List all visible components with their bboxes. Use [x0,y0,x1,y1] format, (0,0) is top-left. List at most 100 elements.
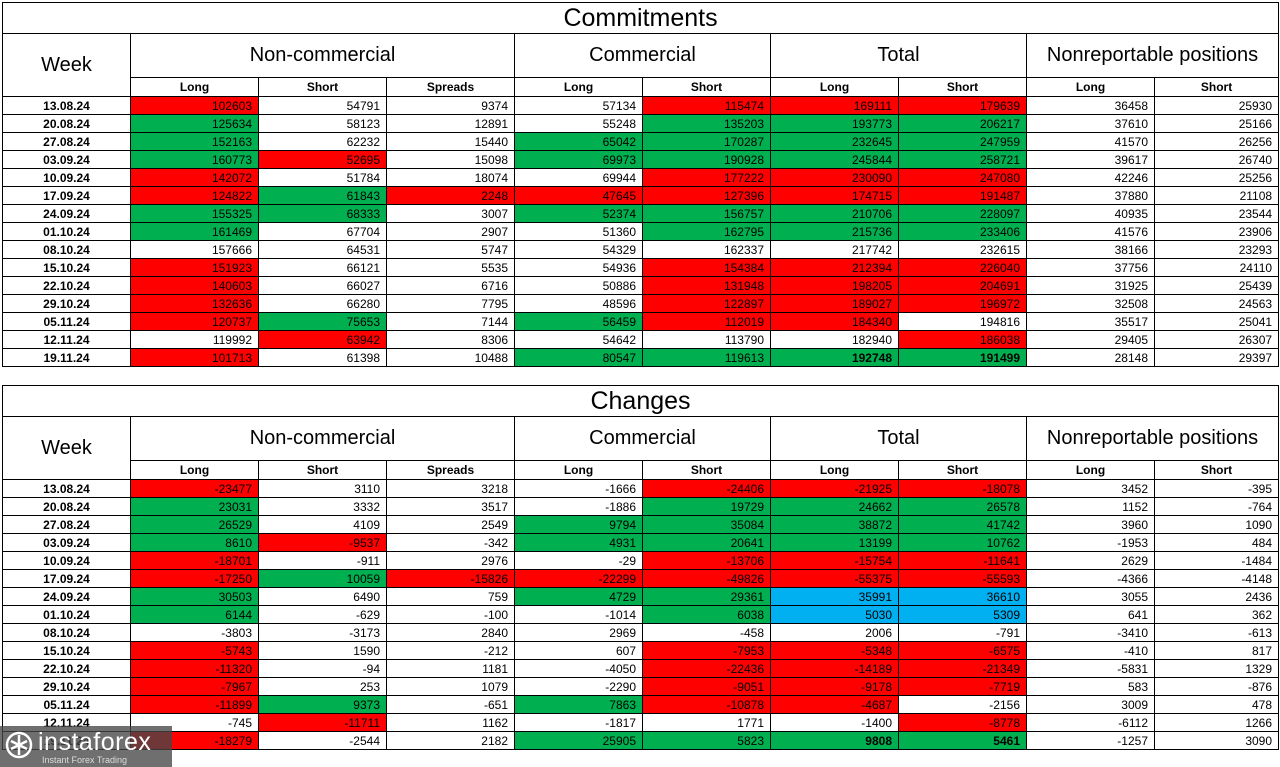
commitments-title: Commitments [1,2,1280,34]
value-cell: 5309 [898,605,1027,624]
value-cell: -5348 [770,641,899,660]
value-cell: 26256 [1153,132,1280,151]
value-cell: 56459 [514,312,643,331]
value-cell: 69973 [514,150,643,169]
week-cell: 27.08.24 [2,515,131,534]
value-cell: -911 [258,551,387,570]
value-cell: 2549 [386,515,515,534]
value-cell: 174715 [770,186,899,205]
value-cell: 66280 [258,294,387,313]
value-cell: -17250 [130,569,259,588]
value-cell: 8306 [386,330,515,349]
value-cell: -1886 [514,497,643,516]
week-cell: 10.09.24 [2,168,131,187]
group-header-total: Total [770,416,1027,461]
week-cell: 08.10.24 [2,623,131,642]
value-cell: -212 [386,641,515,660]
value-cell: -21925 [770,479,899,498]
value-cell: -9537 [258,533,387,552]
table-row: 27.08.24 26529 4109 2549 9794 35084 38872 41742… [2,515,1280,534]
value-cell: -1817 [514,713,643,732]
table-row: 03.09.24 8610 -9537 -342 4931 20641 13199 10762… [2,533,1280,552]
value-cell: 247959 [898,132,1027,151]
value-cell: 40935 [1026,204,1155,223]
value-cell: -18078 [898,479,1027,498]
value-cell: 42246 [1026,168,1155,187]
value-cell: 177222 [642,168,771,187]
week-cell: 22.10.24 [2,659,131,678]
value-cell: 607 [514,641,643,660]
week-cell: 03.09.24 [2,150,131,169]
value-cell: 29397 [1153,348,1280,367]
value-cell: 217742 [770,240,899,259]
group-header-noncommercial: Non-commercial [130,33,515,78]
value-cell: 101713 [130,348,259,367]
week-cell: 05.11.24 [2,312,131,331]
value-cell: 54936 [514,258,643,277]
value-cell: 5461 [898,731,1027,750]
table-row: 12.11.24 119992 63942 8306 54642 113790 182940… [2,330,1280,349]
value-cell: 1079 [386,677,515,696]
value-cell: -3173 [258,623,387,642]
subheader-spreads: Spreads [386,77,515,97]
value-cell: 206217 [898,114,1027,133]
value-cell: -9051 [642,677,771,696]
value-cell: 113790 [642,330,771,349]
value-cell: 189027 [770,294,899,313]
value-cell: -100 [386,605,515,624]
value-cell: -8778 [898,713,1027,732]
group-header-commercial: Commercial [514,33,771,78]
value-cell: 191499 [898,348,1027,367]
value-cell: 41570 [1026,132,1155,151]
value-cell: -3410 [1026,623,1155,642]
value-cell: -1484 [1153,551,1280,570]
value-cell: -11641 [898,551,1027,570]
value-cell: 102603 [130,96,259,115]
value-cell: 25256 [1153,168,1280,187]
week-cell: 24.09.24 [2,587,131,606]
table-row: 12.11.24 -745 -11711 1162 -1817 1771 -1400 -877… [2,713,1280,732]
value-cell: 155325 [130,204,259,223]
table-row: 20.08.24 23031 3332 3517 -1886 19729 24662 2657… [2,497,1280,516]
value-cell: -4366 [1026,569,1155,588]
value-cell: 65042 [514,132,643,151]
table-row: 22.10.24 140603 66027 6716 50886 131948 198205… [2,276,1280,295]
value-cell: 156757 [642,204,771,223]
value-cell: -24406 [642,479,771,498]
value-cell: -791 [898,623,1027,642]
value-cell: 253 [258,677,387,696]
value-cell: -458 [642,623,771,642]
value-cell: 1152 [1026,497,1155,516]
value-cell: 232615 [898,240,1027,259]
table-row: 15.10.24 -5743 1590 -212 607 -7953 -5348 -6575-… [2,641,1280,660]
value-cell: -7953 [642,641,771,660]
commitments-section: Commitments Week Non-commercial Commerci… [1,2,1280,367]
value-cell: -4687 [770,695,899,714]
subheader-short: Short [258,77,387,97]
value-cell: -4148 [1153,569,1280,588]
value-cell: 10488 [386,348,515,367]
value-cell: 2006 [770,623,899,642]
value-cell: 25041 [1153,312,1280,331]
value-cell: 484 [1153,533,1280,552]
value-cell: 212394 [770,258,899,277]
value-cell: -18701 [130,551,259,570]
table-row: 24.09.24 155325 68333 3007 52374 156757 210706… [2,204,1280,223]
value-cell: 3218 [386,479,515,498]
value-cell: 641 [1026,605,1155,624]
subheader-short: Short [1153,460,1280,480]
value-cell: 52374 [514,204,643,223]
instaforex-logo: instaforex Instant Forex Trading [0,726,172,767]
value-cell: 194816 [898,312,1027,331]
value-cell: 196972 [898,294,1027,313]
value-cell: -629 [258,605,387,624]
value-cell: 25166 [1153,114,1280,133]
value-cell: -15754 [770,551,899,570]
value-cell: -7967 [130,677,259,696]
week-cell: 29.10.24 [2,677,131,696]
value-cell: 124822 [130,186,259,205]
value-cell: 23293 [1153,240,1280,259]
value-cell: 1090 [1153,515,1280,534]
value-cell: 15098 [386,150,515,169]
value-cell: 4729 [514,587,643,606]
